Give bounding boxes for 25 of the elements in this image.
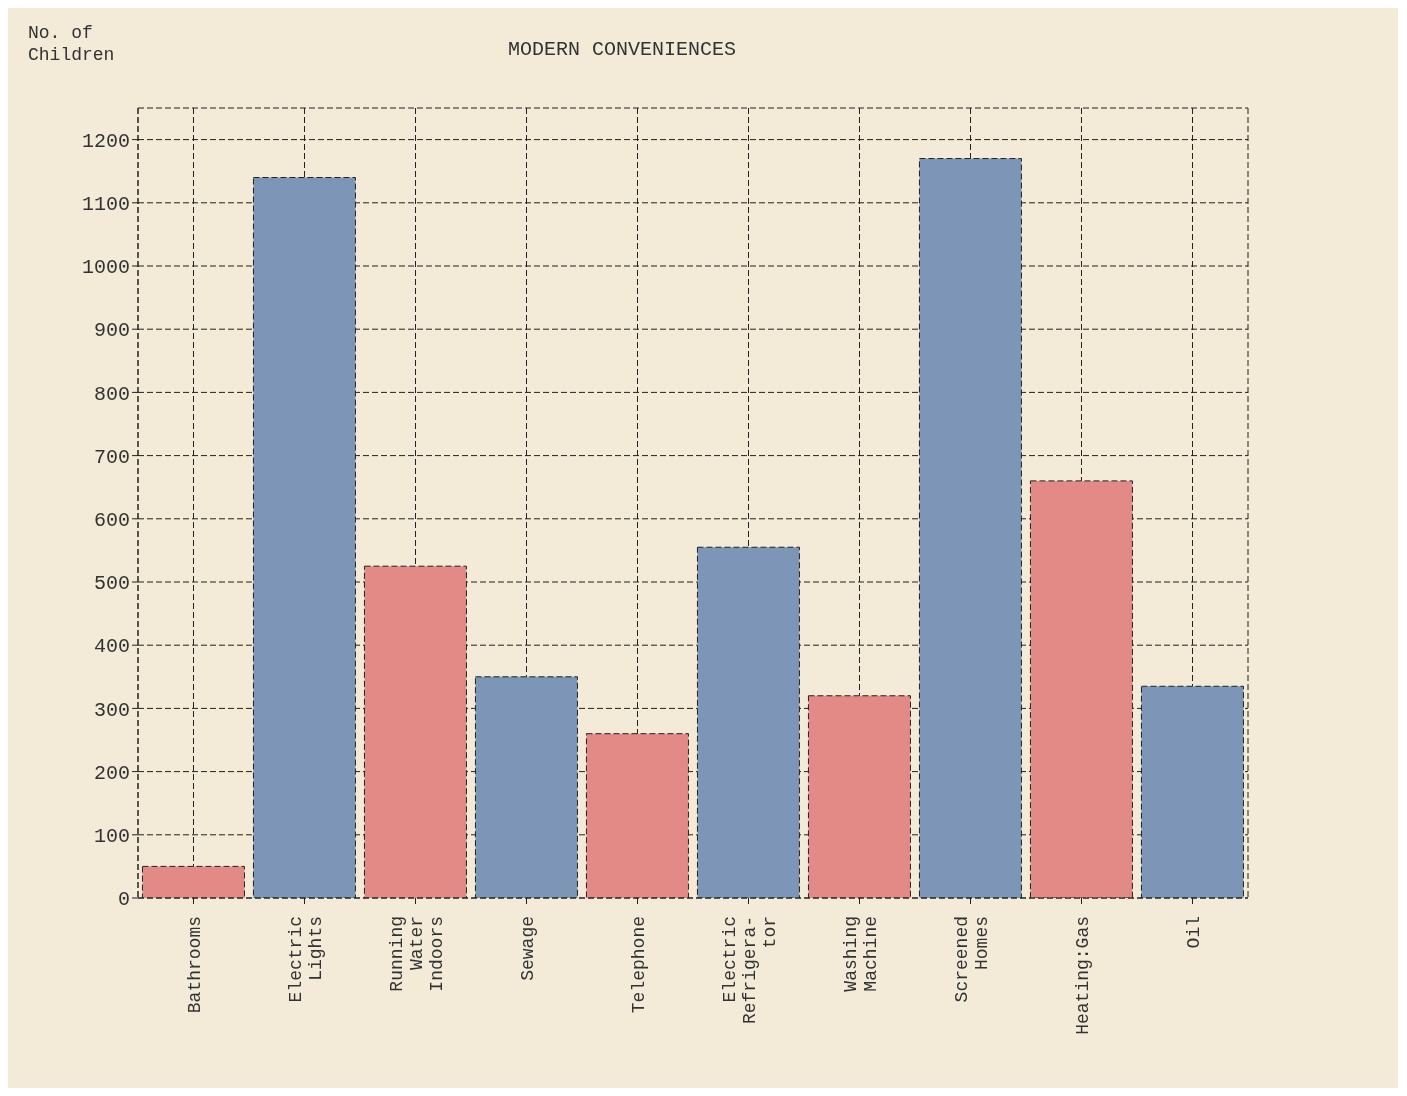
- x-tick-label: Telephone: [628, 916, 649, 1014]
- x-tick-label: Screened Homes: [951, 916, 992, 1003]
- x-tick-label: Electric Refrigera- tor: [719, 916, 780, 1025]
- y-tick-label: 900: [93, 319, 130, 343]
- y-tick-label: 200: [93, 761, 130, 785]
- x-tick-label: Running Water Indoors: [386, 916, 447, 992]
- y-tick-label: 1200: [81, 129, 130, 153]
- y-axis-title: No. of Children: [28, 22, 116, 66]
- y-tick-label: 400: [93, 635, 130, 659]
- x-tick-label: Bathrooms: [184, 916, 205, 1014]
- y-tick-label: 800: [93, 382, 130, 406]
- x-tick-label: Washing Machine: [840, 916, 881, 992]
- y-tick-label: 0: [117, 888, 130, 912]
- x-tick-label: Heating:Gas: [1072, 916, 1093, 1035]
- y-tick-label: 1000: [81, 256, 130, 280]
- y-tick-label: 600: [93, 508, 130, 532]
- x-tick-label: Sewage: [517, 916, 538, 981]
- y-tick-label: 700: [93, 445, 130, 469]
- y-tick-label: 300: [93, 698, 130, 722]
- y-tick-label: 500: [93, 572, 130, 596]
- x-tick-label: Oil: [1183, 916, 1204, 949]
- y-tick-label: 1100: [81, 192, 130, 216]
- chart-title: MODERN CONVENIENCES: [508, 38, 737, 61]
- x-tick-label: Electric Lights: [285, 916, 326, 1003]
- y-tick-label: 100: [93, 824, 130, 848]
